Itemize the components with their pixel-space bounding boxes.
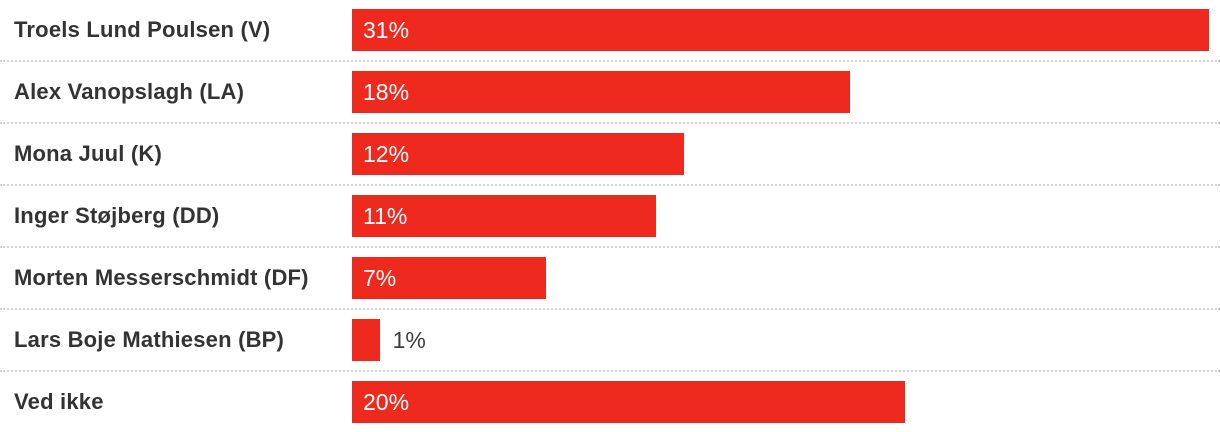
bar-area: 1% — [352, 319, 1209, 361]
category-label: Lars Boje Mathiesen (BP) — [14, 327, 285, 352]
value-label: 20% — [363, 388, 410, 415]
bar — [352, 319, 380, 361]
bar-area: 31% — [352, 9, 1209, 51]
category-label: Ved ikke — [14, 389, 104, 414]
value-label: 7% — [363, 264, 397, 291]
chart-row: Lars Boje Mathiesen (BP) 1% — [0, 310, 1220, 372]
value-label: 18% — [363, 78, 410, 105]
chart-row: Ved ikke 20% — [0, 372, 1220, 432]
chart-row: Troels Lund Poulsen (V) 31% — [0, 0, 1220, 62]
value-label: 12% — [363, 140, 410, 167]
bar: 12% — [352, 133, 684, 175]
chart-row: Morten Messerschmidt (DF) 7% — [0, 248, 1220, 310]
bar: 20% — [352, 381, 905, 423]
bar-area: 18% — [352, 71, 1209, 113]
bar-area: 20% — [352, 381, 1209, 423]
bar: 31% — [352, 9, 1209, 51]
chart-row: Alex Vanopslagh (LA) 18% — [0, 62, 1220, 124]
bar-area: 11% — [352, 195, 1209, 237]
value-label: 11% — [363, 202, 408, 229]
category-label: Mona Juul (K) — [14, 141, 163, 166]
chart-row: Inger Støjberg (DD) 11% — [0, 186, 1220, 248]
category-label: Alex Vanopslagh (LA) — [14, 79, 245, 104]
category-label: Morten Messerschmidt (DF) — [14, 265, 309, 290]
chart-row: Mona Juul (K) 12% — [0, 124, 1220, 186]
category-label: Inger Støjberg (DD) — [14, 203, 220, 228]
value-label: 1% — [392, 326, 426, 353]
category-label: Troels Lund Poulsen (V) — [14, 17, 271, 42]
bar: 11% — [352, 195, 657, 237]
bar: 18% — [352, 71, 850, 113]
bar-area: 12% — [352, 133, 1209, 175]
bar: 7% — [352, 257, 546, 299]
bar-area: 7% — [352, 257, 1209, 299]
value-label: 31% — [363, 16, 410, 43]
